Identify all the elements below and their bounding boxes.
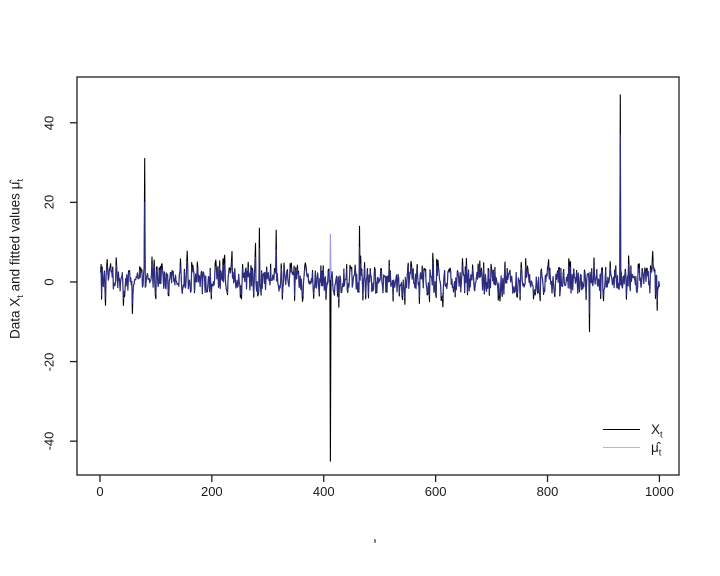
y-axis-label-sub-mu: t	[15, 178, 26, 182]
x-tick-label: 200	[200, 484, 223, 499]
y-tick-label: -20	[41, 352, 57, 371]
x-tick-label: 0	[96, 484, 104, 499]
y-tick-label: 40	[41, 115, 57, 130]
plot-box	[76, 76, 680, 476]
y-axis-label-sub-x: t	[15, 295, 26, 298]
x-tick-label: 1000	[644, 484, 674, 499]
legend-label-x-main: X	[651, 421, 661, 437]
legend-row-mu: μ̂t	[603, 438, 663, 458]
x-tick-label: 600	[424, 484, 447, 499]
y-axis-label-prefix: Data X	[7, 297, 23, 340]
legend-label-x-sub: t	[660, 429, 663, 440]
legend-label-mu-main: μ̂	[651, 439, 659, 455]
y-tick-label: 20	[41, 195, 57, 210]
y-axis-label-middle: and fitted values	[7, 189, 23, 296]
y-tick-label: -40	[41, 431, 57, 451]
legend: Xt μ̂t	[603, 420, 663, 458]
legend-line-x-icon	[603, 428, 640, 430]
legend-label-mu: μ̂t	[651, 439, 662, 458]
x-tick-label: 800	[536, 484, 559, 499]
legend-label-x: Xt	[651, 421, 663, 440]
legend-row-x: Xt	[603, 420, 663, 440]
series-mu-fitted-line	[99, 134, 660, 314]
y-axis-label-mu-hat: μ̂	[7, 181, 23, 190]
stray-artifact-mark	[374, 539, 376, 543]
y-tick-label: 0	[41, 278, 57, 286]
legend-label-mu-sub: t	[658, 447, 662, 458]
x-tick-label: 400	[312, 484, 335, 499]
y-axis-label: Data Xt and fitted values μ̂t	[7, 178, 26, 340]
legend-line-mu-icon	[603, 446, 640, 448]
